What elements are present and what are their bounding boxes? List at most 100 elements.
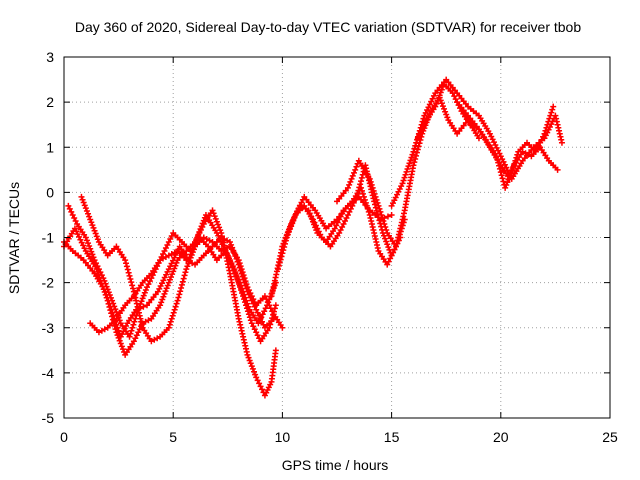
sample-marker	[168, 232, 175, 239]
sample-marker	[412, 142, 419, 149]
sample-marker	[133, 332, 140, 339]
sample-marker	[434, 97, 441, 104]
sample-marker	[239, 290, 246, 297]
sample-marker	[145, 317, 152, 324]
sample-marker	[360, 193, 367, 200]
sample-marker	[247, 317, 254, 324]
sample-marker	[462, 109, 469, 116]
sample-marker	[198, 236, 205, 243]
sample-marker	[352, 166, 359, 173]
sample-marker	[120, 254, 127, 261]
sample-marker	[81, 245, 88, 252]
sample-marker	[377, 208, 384, 215]
y-tick-label: 2	[46, 94, 54, 110]
data-point-marker	[235, 261, 242, 268]
sample-marker	[292, 211, 299, 218]
sample-marker	[111, 303, 118, 310]
sample-marker	[507, 172, 514, 179]
sample-marker	[411, 159, 418, 166]
sample-marker	[240, 276, 247, 283]
sample-marker	[405, 163, 412, 170]
series-sat-j	[388, 76, 565, 209]
sample-marker	[257, 315, 264, 322]
data-point-marker	[65, 202, 72, 209]
sample-marker	[380, 232, 387, 239]
sample-marker	[187, 254, 194, 261]
series-sat-d	[78, 193, 286, 345]
sample-marker	[416, 132, 423, 139]
sample-marker	[451, 93, 458, 100]
sample-marker	[124, 266, 131, 273]
sample-marker	[89, 251, 96, 258]
sample-marker	[146, 272, 153, 279]
sample-marker	[106, 292, 113, 299]
series-sat-l	[454, 99, 557, 182]
sample-marker	[413, 152, 420, 159]
sample-marker	[229, 263, 236, 270]
sample-marker	[79, 196, 86, 203]
sample-marker	[334, 219, 341, 226]
sample-marker	[337, 226, 344, 233]
sample-marker	[268, 317, 275, 324]
sample-marker	[422, 120, 429, 127]
sample-marker	[306, 210, 313, 217]
sample-marker	[245, 354, 252, 361]
sample-marker	[438, 86, 445, 93]
sample-marker	[256, 312, 263, 319]
sample-marker	[92, 230, 99, 237]
sample-marker	[390, 249, 397, 256]
sample-marker	[69, 211, 76, 218]
sample-marker	[127, 276, 134, 283]
sample-marker	[358, 178, 365, 185]
sample-marker	[380, 217, 387, 224]
sample-marker	[367, 178, 374, 185]
sample-marker	[72, 217, 79, 224]
sample-marker	[169, 271, 176, 278]
sample-marker	[105, 289, 112, 296]
data-point-marker	[550, 103, 557, 110]
sample-marker	[113, 308, 120, 315]
sample-marker	[353, 163, 360, 170]
sample-marker	[119, 346, 126, 353]
data-point-marker	[344, 211, 351, 218]
sample-marker	[162, 245, 169, 252]
sample-marker	[101, 277, 108, 284]
sample-marker	[437, 89, 444, 96]
sample-marker	[433, 100, 440, 107]
sample-marker	[130, 321, 137, 328]
sample-marker	[86, 242, 93, 249]
sample-marker	[312, 224, 319, 231]
sample-marker	[540, 133, 547, 140]
sample-marker	[337, 213, 344, 220]
sample-marker	[386, 246, 393, 253]
data-point-marker	[502, 184, 509, 191]
sample-marker	[408, 154, 415, 161]
sample-marker	[123, 263, 130, 270]
sample-marker	[158, 299, 165, 306]
sample-marker	[260, 321, 267, 328]
sample-marker	[125, 269, 132, 276]
sample-marker	[248, 363, 255, 370]
sample-marker	[518, 160, 525, 167]
sample-marker	[447, 87, 454, 94]
sample-marker	[383, 226, 390, 233]
sample-marker	[179, 278, 186, 285]
sample-marker	[382, 223, 389, 230]
sample-marker	[226, 267, 233, 274]
sample-marker	[264, 299, 271, 306]
sample-marker	[232, 253, 239, 260]
sample-marker	[333, 222, 340, 229]
sample-marker	[211, 213, 218, 220]
sample-marker	[246, 357, 253, 364]
sample-marker	[115, 334, 122, 341]
sample-marker	[267, 381, 274, 388]
sample-marker	[131, 318, 138, 325]
sample-marker	[129, 282, 136, 289]
sample-marker	[91, 227, 98, 234]
sample-marker	[256, 380, 263, 387]
sample-marker	[246, 314, 253, 321]
sample-marker	[441, 105, 448, 112]
sample-marker	[243, 305, 250, 312]
sample-marker	[251, 303, 258, 310]
sample-marker	[90, 254, 97, 261]
